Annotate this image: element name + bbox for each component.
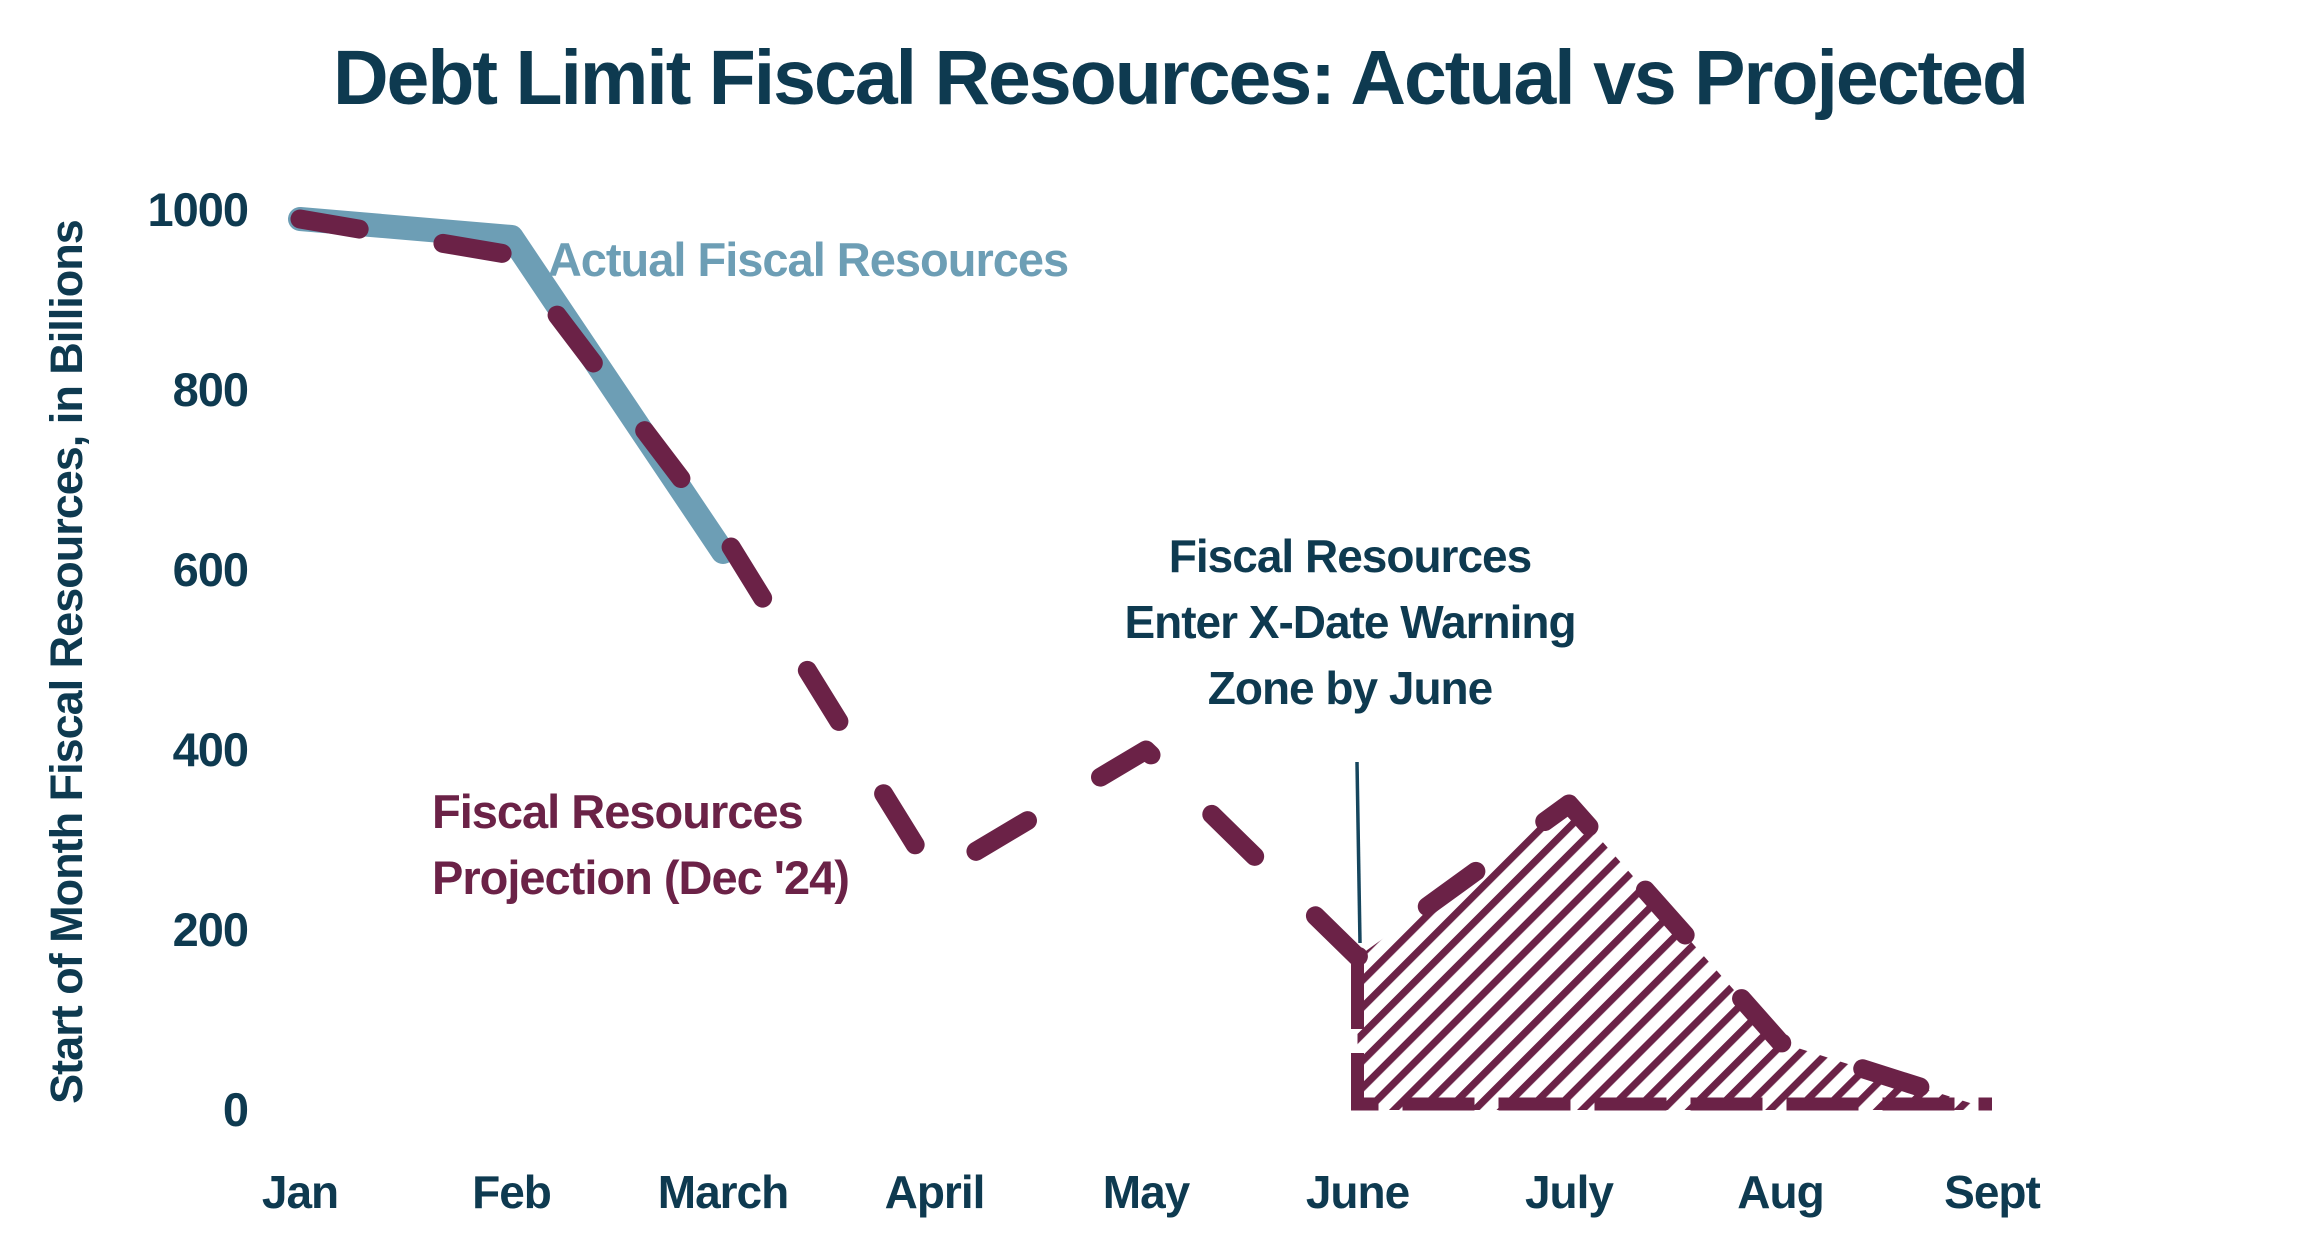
x-tick-aug: Aug xyxy=(1737,1166,1823,1218)
y-tick-200: 200 xyxy=(173,903,248,956)
y-tick-1000: 1000 xyxy=(147,183,248,236)
projection-series-label: Fiscal Resources Projection (Dec '24) xyxy=(432,785,850,904)
warning-annotation: Fiscal Resources Enter X-Date Warning Zo… xyxy=(1124,530,1576,714)
y-tick-800: 800 xyxy=(173,363,248,416)
x-axis-ticks: Jan Feb March April May June July Aug Se… xyxy=(262,1166,2042,1218)
warning-zone-area xyxy=(1357,804,1992,1110)
warning-annotation-line2: Enter X-Date Warning xyxy=(1124,596,1575,648)
x-tick-july: July xyxy=(1525,1166,1614,1218)
y-axis-label: Start of Month Fiscal Resources, in Bill… xyxy=(41,220,92,1104)
warning-annotation-line3: Zone by June xyxy=(1208,662,1493,714)
projection-label-line1: Fiscal Resources xyxy=(432,785,803,838)
y-tick-400: 400 xyxy=(173,723,248,776)
x-tick-march: March xyxy=(658,1166,788,1218)
projection-line xyxy=(290,209,2002,1120)
projection-label-line2: Projection (Dec '24) xyxy=(432,851,849,904)
y-tick-600: 600 xyxy=(173,543,248,596)
warning-zone-edge xyxy=(1351,957,1992,1111)
x-tick-sept: Sept xyxy=(1944,1166,2040,1218)
warning-pointer-line xyxy=(1355,761,1362,944)
y-axis-ticks: 1000 800 600 400 200 0 xyxy=(147,183,249,1136)
warning-annotation-line1: Fiscal Resources xyxy=(1169,530,1531,582)
series-layer xyxy=(288,207,2002,1120)
chart-title: Debt Limit Fiscal Resources: Actual vs P… xyxy=(333,35,2027,121)
x-tick-may: May xyxy=(1103,1166,1191,1218)
actual-series-label: Actual Fiscal Resources xyxy=(548,233,1068,286)
y-tick-0: 0 xyxy=(223,1083,248,1136)
x-tick-feb: Feb xyxy=(472,1166,551,1218)
x-tick-june: June xyxy=(1306,1166,1410,1218)
x-tick-jan: Jan xyxy=(262,1166,338,1218)
x-tick-april: April xyxy=(885,1166,985,1218)
